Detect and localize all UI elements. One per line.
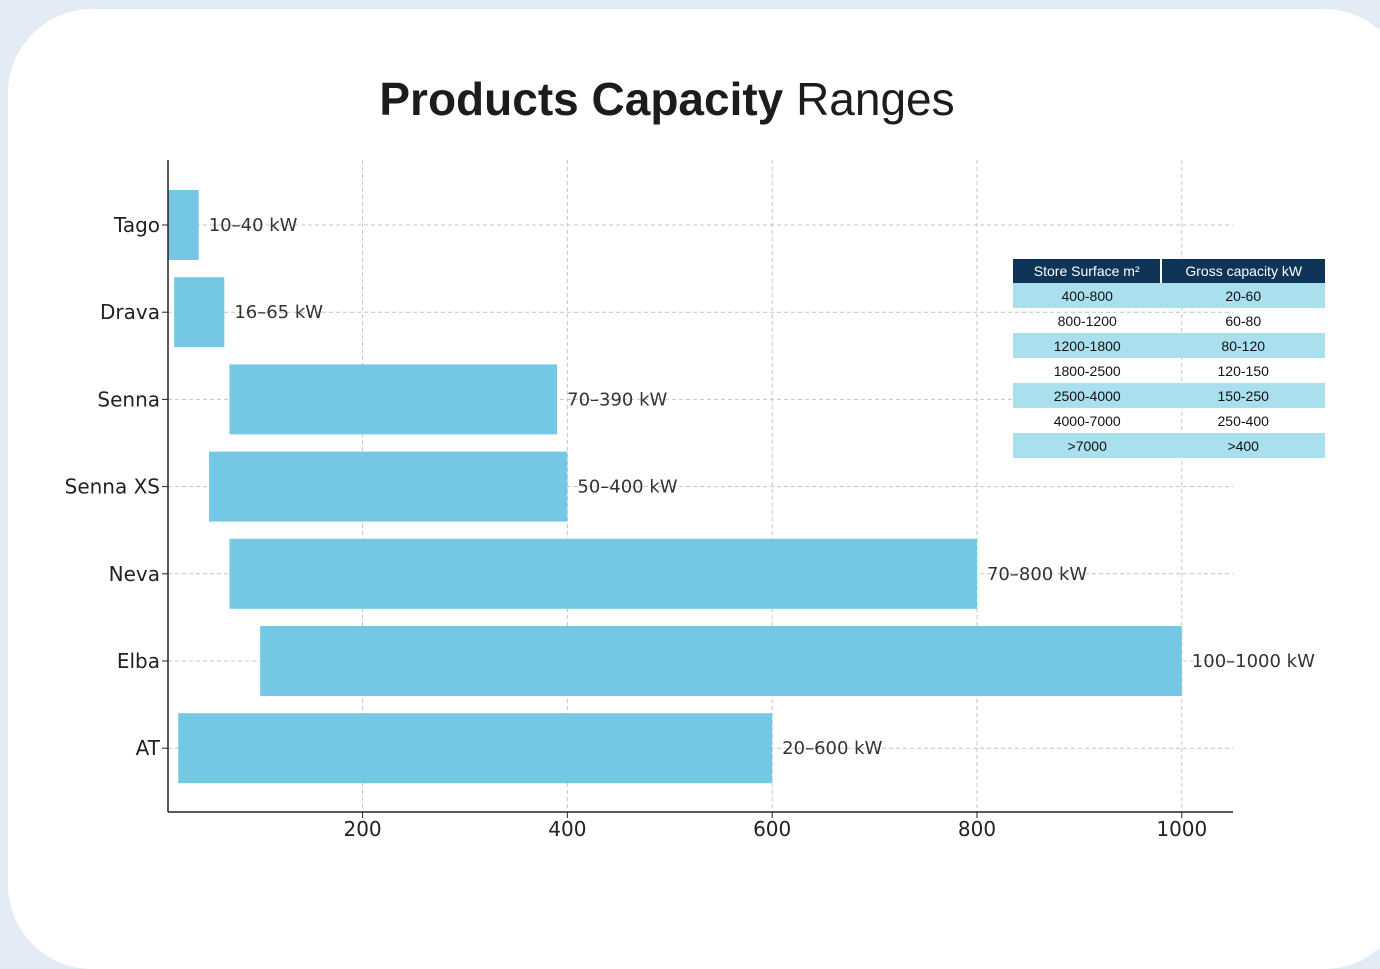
bar-value-label: 20–600 kW [782, 738, 882, 759]
bar-senna-xs [208, 451, 568, 522]
table-row: 2500-4000 150-250 [1013, 383, 1325, 408]
table-row: 1200-1800 80-120 [1013, 333, 1325, 358]
bar-value-label: 50–400 kW [577, 477, 677, 498]
cell-capacity: 20-60 [1161, 283, 1325, 308]
bar-drava [174, 277, 225, 348]
bar-tago [168, 190, 199, 260]
bar-value-label: 100–1000 kW [1192, 651, 1315, 672]
header-store-surface: Store Surface m² [1013, 259, 1163, 283]
y-tick-label: Neva [109, 562, 160, 586]
x-tick-label: 1000 [1156, 817, 1207, 841]
chart-title: Products Capacity Ranges [0, 72, 1334, 126]
cell-capacity: 150-250 [1161, 383, 1325, 408]
y-tick-label: Senna XS [65, 475, 160, 499]
y-tick-label: Senna [97, 387, 160, 411]
x-tick-label: 600 [753, 817, 791, 841]
bar-value-label: 70–390 kW [567, 389, 667, 410]
chart-title-bold: Products Capacity [379, 73, 784, 125]
x-tick-label: 200 [343, 817, 381, 841]
cell-capacity: 80-120 [1161, 333, 1325, 358]
cell-surface: 4000-7000 [1053, 412, 1121, 429]
y-tick-label: Drava [100, 300, 160, 324]
bar-value-label: 70–800 kW [987, 564, 1087, 585]
table-row: 4000-7000 250-400 [1013, 408, 1325, 433]
cell-capacity: 120-150 [1217, 362, 1269, 379]
table-row: 400-800 20-60 [1013, 283, 1325, 308]
y-tick-label: Elba [117, 649, 160, 673]
y-tick-label: AT [136, 736, 161, 760]
cell-surface: 400-800 [1013, 283, 1162, 308]
cell-capacity: 250-400 [1217, 412, 1269, 429]
cell-surface: 800-1200 [1057, 312, 1117, 329]
chart-title-rest: Ranges [796, 73, 955, 125]
cell-surface: >7000 [1013, 433, 1162, 458]
x-tick-label: 800 [958, 817, 996, 841]
cell-surface: 2500-4000 [1013, 383, 1162, 408]
cell-surface: 1200-1800 [1013, 333, 1162, 358]
bar-neva [229, 538, 977, 609]
header-gross-capacity: Gross capacity kW [1161, 259, 1325, 283]
bar-value-label: 16–65 kW [234, 302, 323, 323]
cell-capacity: >400 [1161, 433, 1325, 458]
bar-at [178, 713, 773, 784]
cell-surface: 1800-2500 [1053, 362, 1121, 379]
y-tick-label: Tago [113, 213, 160, 237]
capacity-bar-chart: 10–40 kW Tago 16–65 kW Drava 70–390 kW Senna 5… [65, 160, 1315, 841]
table-row: >7000 >400 [1013, 433, 1325, 458]
bar-value-label: 10–40 kW [209, 215, 298, 236]
capacity-table: Store Surface m² Gross capacity kW 400-8… [1013, 259, 1325, 458]
bar-senna [229, 364, 558, 435]
capacity-table-header: Store Surface m² Gross capacity kW [1013, 259, 1325, 283]
bar-elba [260, 626, 1182, 696]
cell-capacity: 60-80 [1225, 312, 1262, 329]
x-tick-label: 400 [548, 817, 586, 841]
table-row: 1800-2500 120-150 [1013, 358, 1325, 383]
table-row: 800-1200 60-80 [1013, 308, 1325, 333]
